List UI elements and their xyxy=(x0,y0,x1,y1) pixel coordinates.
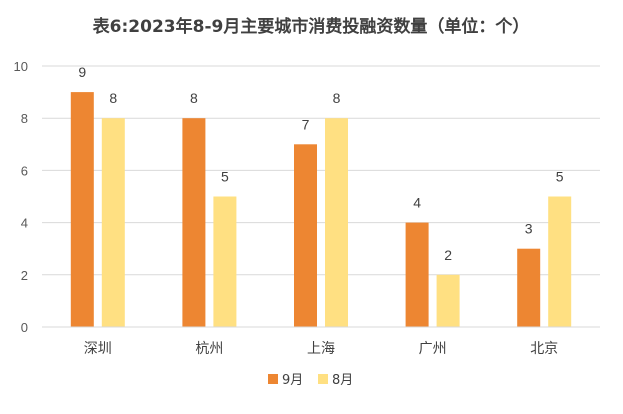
x-axis-categories: 深圳 杭州 上海 广州 北京 xyxy=(84,341,558,357)
x-category-label: 深圳 xyxy=(84,341,112,357)
legend-label: 9月 xyxy=(282,373,303,388)
y-tick-label: 10 xyxy=(14,59,28,74)
data-label: 4 xyxy=(413,195,421,211)
bar-series-1 xyxy=(517,248,541,327)
chart-title: 表6:2023年8-9月主要城市消费投融资数量（单位：个） xyxy=(93,16,530,37)
data-label: 5 xyxy=(221,169,229,185)
bar-series-1 xyxy=(70,92,94,327)
data-label: 2 xyxy=(444,247,452,263)
y-tick-label: 4 xyxy=(21,216,28,231)
data-label: 9 xyxy=(78,64,86,80)
bar-series-2 xyxy=(325,118,348,327)
legend-swatch xyxy=(318,374,328,384)
x-category-label: 广州 xyxy=(419,341,447,357)
data-label: 8 xyxy=(190,90,198,106)
y-tick-label: 8 xyxy=(21,111,28,126)
data-label: 3 xyxy=(525,221,533,237)
y-axis-ticks: 0 2 4 6 8 10 xyxy=(14,59,28,335)
data-label: 8 xyxy=(333,90,341,106)
bar-series-2 xyxy=(101,118,125,327)
bars xyxy=(70,92,572,327)
bar-series-1 xyxy=(405,222,429,327)
data-label: 7 xyxy=(302,116,310,132)
x-category-label: 北京 xyxy=(530,341,558,357)
bar-series-2 xyxy=(436,274,460,327)
bar-series-1 xyxy=(182,118,206,327)
bar-series-2 xyxy=(548,196,572,327)
legend-label: 8月 xyxy=(332,373,353,388)
data-label: 8 xyxy=(109,90,117,106)
gridlines xyxy=(42,65,600,276)
y-tick-label: 0 xyxy=(21,320,28,335)
legend-swatch xyxy=(268,374,278,384)
y-tick-label: 2 xyxy=(21,268,28,283)
legend: 9月 8月 xyxy=(268,373,353,388)
data-label: 5 xyxy=(556,169,564,185)
y-tick-label: 6 xyxy=(21,163,28,178)
bar-series-2 xyxy=(213,196,237,327)
data-labels: 9 8 8 5 7 8 4 2 3 5 xyxy=(78,64,563,263)
x-category-label: 上海 xyxy=(307,341,335,357)
x-category-label: 杭州 xyxy=(195,341,223,357)
bar-series-1 xyxy=(294,144,317,327)
